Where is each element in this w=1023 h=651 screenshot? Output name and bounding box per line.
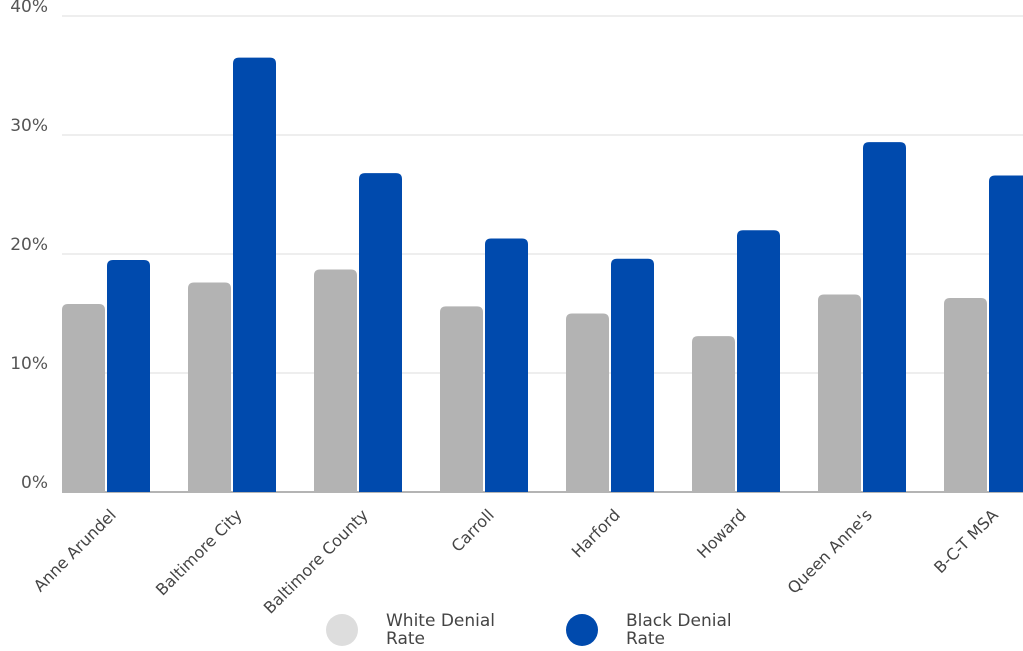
- y-axis-ticks: 0% 10% 20% 30% 40%: [10, 0, 48, 493]
- x-category-label: Queen Anne's: [784, 505, 876, 597]
- legend: White Denial Rate Black Denial Rate: [326, 612, 806, 648]
- y-tick-label: 10%: [10, 354, 48, 374]
- bar-white-1[interactable]: [188, 282, 231, 492]
- x-category-label: B-C-T MSA: [930, 505, 1002, 577]
- bar-black-5[interactable]: [737, 230, 780, 492]
- x-category-label: Baltimore County: [260, 505, 372, 617]
- bars: [62, 57, 1023, 493]
- x-category-label: Carroll: [447, 505, 497, 555]
- bar-white-6[interactable]: [818, 294, 861, 492]
- y-tick-label: 40%: [10, 0, 48, 17]
- bar-white-2[interactable]: [314, 269, 357, 492]
- bar-white-4[interactable]: [566, 313, 609, 493]
- legend-label-white: White Denial Rate: [386, 611, 496, 649]
- bar-black-2[interactable]: [359, 173, 402, 492]
- bar-white-7[interactable]: [944, 298, 987, 492]
- y-tick-label: 30%: [10, 116, 48, 136]
- bar-black-4[interactable]: [611, 258, 654, 492]
- x-category-label: Anne Arundel: [30, 505, 120, 595]
- legend-swatch-white: [326, 614, 358, 646]
- x-category-label: Baltimore City: [152, 505, 246, 599]
- legend-swatch-black: [566, 614, 598, 646]
- legend-item-black[interactable]: Black Denial Rate: [566, 612, 766, 648]
- legend-label-black: Black Denial Rate: [626, 611, 732, 649]
- legend-item-white[interactable]: White Denial Rate: [326, 612, 526, 648]
- bar-black-3[interactable]: [485, 238, 528, 492]
- bar-black-1[interactable]: [233, 57, 276, 493]
- y-tick-label: 0%: [21, 473, 48, 493]
- bar-black-7[interactable]: [989, 175, 1023, 492]
- x-category-label: Harford: [568, 505, 624, 561]
- x-axis-labels: Anne Arundel Baltimore City Baltimore Coun…: [30, 505, 1002, 617]
- bar-white-0[interactable]: [62, 303, 105, 492]
- y-tick-label: 20%: [10, 235, 48, 255]
- bar-white-5[interactable]: [692, 336, 735, 492]
- bar-black-6[interactable]: [863, 142, 906, 492]
- bar-black-0[interactable]: [107, 259, 150, 492]
- bar-white-3[interactable]: [440, 306, 483, 492]
- x-category-label: Howard: [693, 505, 750, 562]
